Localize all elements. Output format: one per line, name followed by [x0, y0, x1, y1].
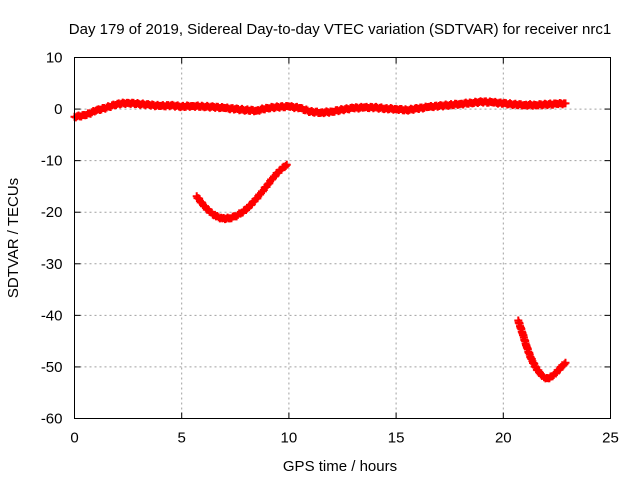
data-series [70, 97, 570, 383]
x-tick-label: 5 [178, 430, 186, 447]
interpolated-points [549, 369, 560, 379]
x-tick-label: 25 [602, 430, 619, 447]
data-point [561, 358, 570, 367]
series-track-1 [70, 97, 570, 122]
y-tick-label: -30 [41, 256, 63, 273]
series-track-2 [192, 160, 291, 224]
plot-frame [74, 57, 611, 419]
interpolated-points [558, 360, 569, 370]
series-track-3 [514, 316, 570, 383]
y-axis-label: SDTVAR / TECUs [5, 178, 22, 298]
y-tick-label: 10 [46, 50, 63, 67]
y-tick-label: 0 [54, 101, 62, 118]
data-point [561, 99, 570, 108]
data-point [282, 160, 291, 169]
axis-ticks: 0 5 10 15 20 25 10 0 -10 -20 -30 -40 -50 -60 [41, 50, 619, 447]
interpolated-points [536, 370, 547, 380]
interpolated-points [238, 204, 252, 217]
y-tick-label: -20 [41, 204, 63, 221]
y-tick-label: -60 [41, 411, 63, 428]
chart-title: Day 179 of 2019, Sidereal Day-to-day VTE… [69, 21, 611, 38]
x-tick-label: 15 [388, 430, 405, 447]
y-tick-label: -40 [41, 307, 63, 324]
interpolated-points [277, 162, 290, 174]
y-tick-label: -10 [41, 153, 63, 170]
x-tick-label: 0 [70, 430, 78, 447]
x-tick-label: 20 [495, 430, 512, 447]
x-axis-label: GPS time / hours [283, 458, 397, 475]
x-tick-label: 10 [281, 430, 298, 447]
y-tick-label: -50 [41, 359, 63, 376]
interpolated-points [104, 100, 121, 111]
